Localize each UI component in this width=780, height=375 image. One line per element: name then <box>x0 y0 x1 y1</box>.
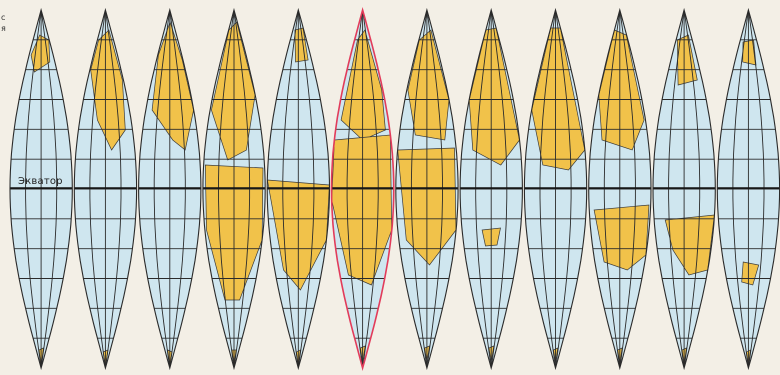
gore-outline <box>588 7 652 371</box>
meridian-line <box>426 10 443 368</box>
graticule <box>331 10 394 368</box>
gore-11 <box>652 7 716 371</box>
meridian-line <box>490 10 508 368</box>
meridian-line <box>683 10 701 368</box>
gore-7 <box>395 7 459 371</box>
meridian-line <box>747 10 765 368</box>
graticule <box>460 10 523 368</box>
meridian-line <box>169 10 186 368</box>
graticule <box>395 10 459 368</box>
gore-outline <box>716 7 780 371</box>
meridian-line <box>346 10 364 368</box>
meridian-line <box>410 10 428 368</box>
gore-3 <box>138 7 202 371</box>
landmass <box>741 261 760 286</box>
meridian-line <box>668 10 685 368</box>
gore-outline <box>459 7 523 371</box>
equator-label: Экватор <box>18 176 63 187</box>
gore-12 <box>716 7 780 371</box>
meridian-line <box>475 10 492 368</box>
meridian-line <box>25 10 42 368</box>
gore-2 <box>73 7 138 371</box>
meridian-line <box>539 10 556 368</box>
gore-5 <box>266 7 331 371</box>
gore-outline <box>202 7 266 371</box>
meridian-line <box>233 10 251 368</box>
gore-outline <box>523 7 588 371</box>
gore-4 <box>202 7 266 371</box>
highlighted-gore-outline <box>330 6 395 372</box>
meridian-line <box>104 10 122 368</box>
gore-outline <box>266 7 331 371</box>
meridian-line <box>619 10 636 368</box>
meridian-line <box>297 10 315 368</box>
landmass <box>598 29 645 151</box>
gore-outline <box>73 7 138 371</box>
landmass <box>30 34 51 73</box>
graticule <box>267 10 330 368</box>
graticule <box>717 10 780 368</box>
graticule <box>588 10 651 368</box>
gore-8 <box>459 7 523 371</box>
land-group <box>331 29 393 363</box>
landmass <box>593 204 650 271</box>
gore-1 <box>9 7 73 371</box>
meridian-line <box>555 10 572 368</box>
gore-9 <box>523 7 588 371</box>
gore-outline <box>138 7 202 371</box>
meridian-line <box>218 10 235 368</box>
graticule <box>202 10 266 368</box>
gore-outline <box>9 7 73 371</box>
landmass <box>664 214 715 276</box>
gore-outline <box>395 7 459 371</box>
meridian-line <box>603 10 621 368</box>
meridian-line <box>40 10 58 368</box>
meridian-line <box>282 10 299 368</box>
corner-text: с я <box>1 13 6 33</box>
meridian-line <box>362 10 379 368</box>
gore-6 <box>330 6 395 372</box>
meridian-line <box>732 10 749 368</box>
graticule <box>524 10 587 368</box>
graticule <box>138 10 201 368</box>
graticule <box>74 10 137 368</box>
landmass <box>90 29 126 151</box>
meridian-line <box>89 10 106 368</box>
meridian-line <box>153 10 171 368</box>
landmass <box>340 29 386 141</box>
gore-10 <box>588 7 652 371</box>
graticule <box>10 10 73 368</box>
gore-outline <box>652 7 716 371</box>
graticule <box>653 10 716 368</box>
land-group <box>741 39 760 366</box>
